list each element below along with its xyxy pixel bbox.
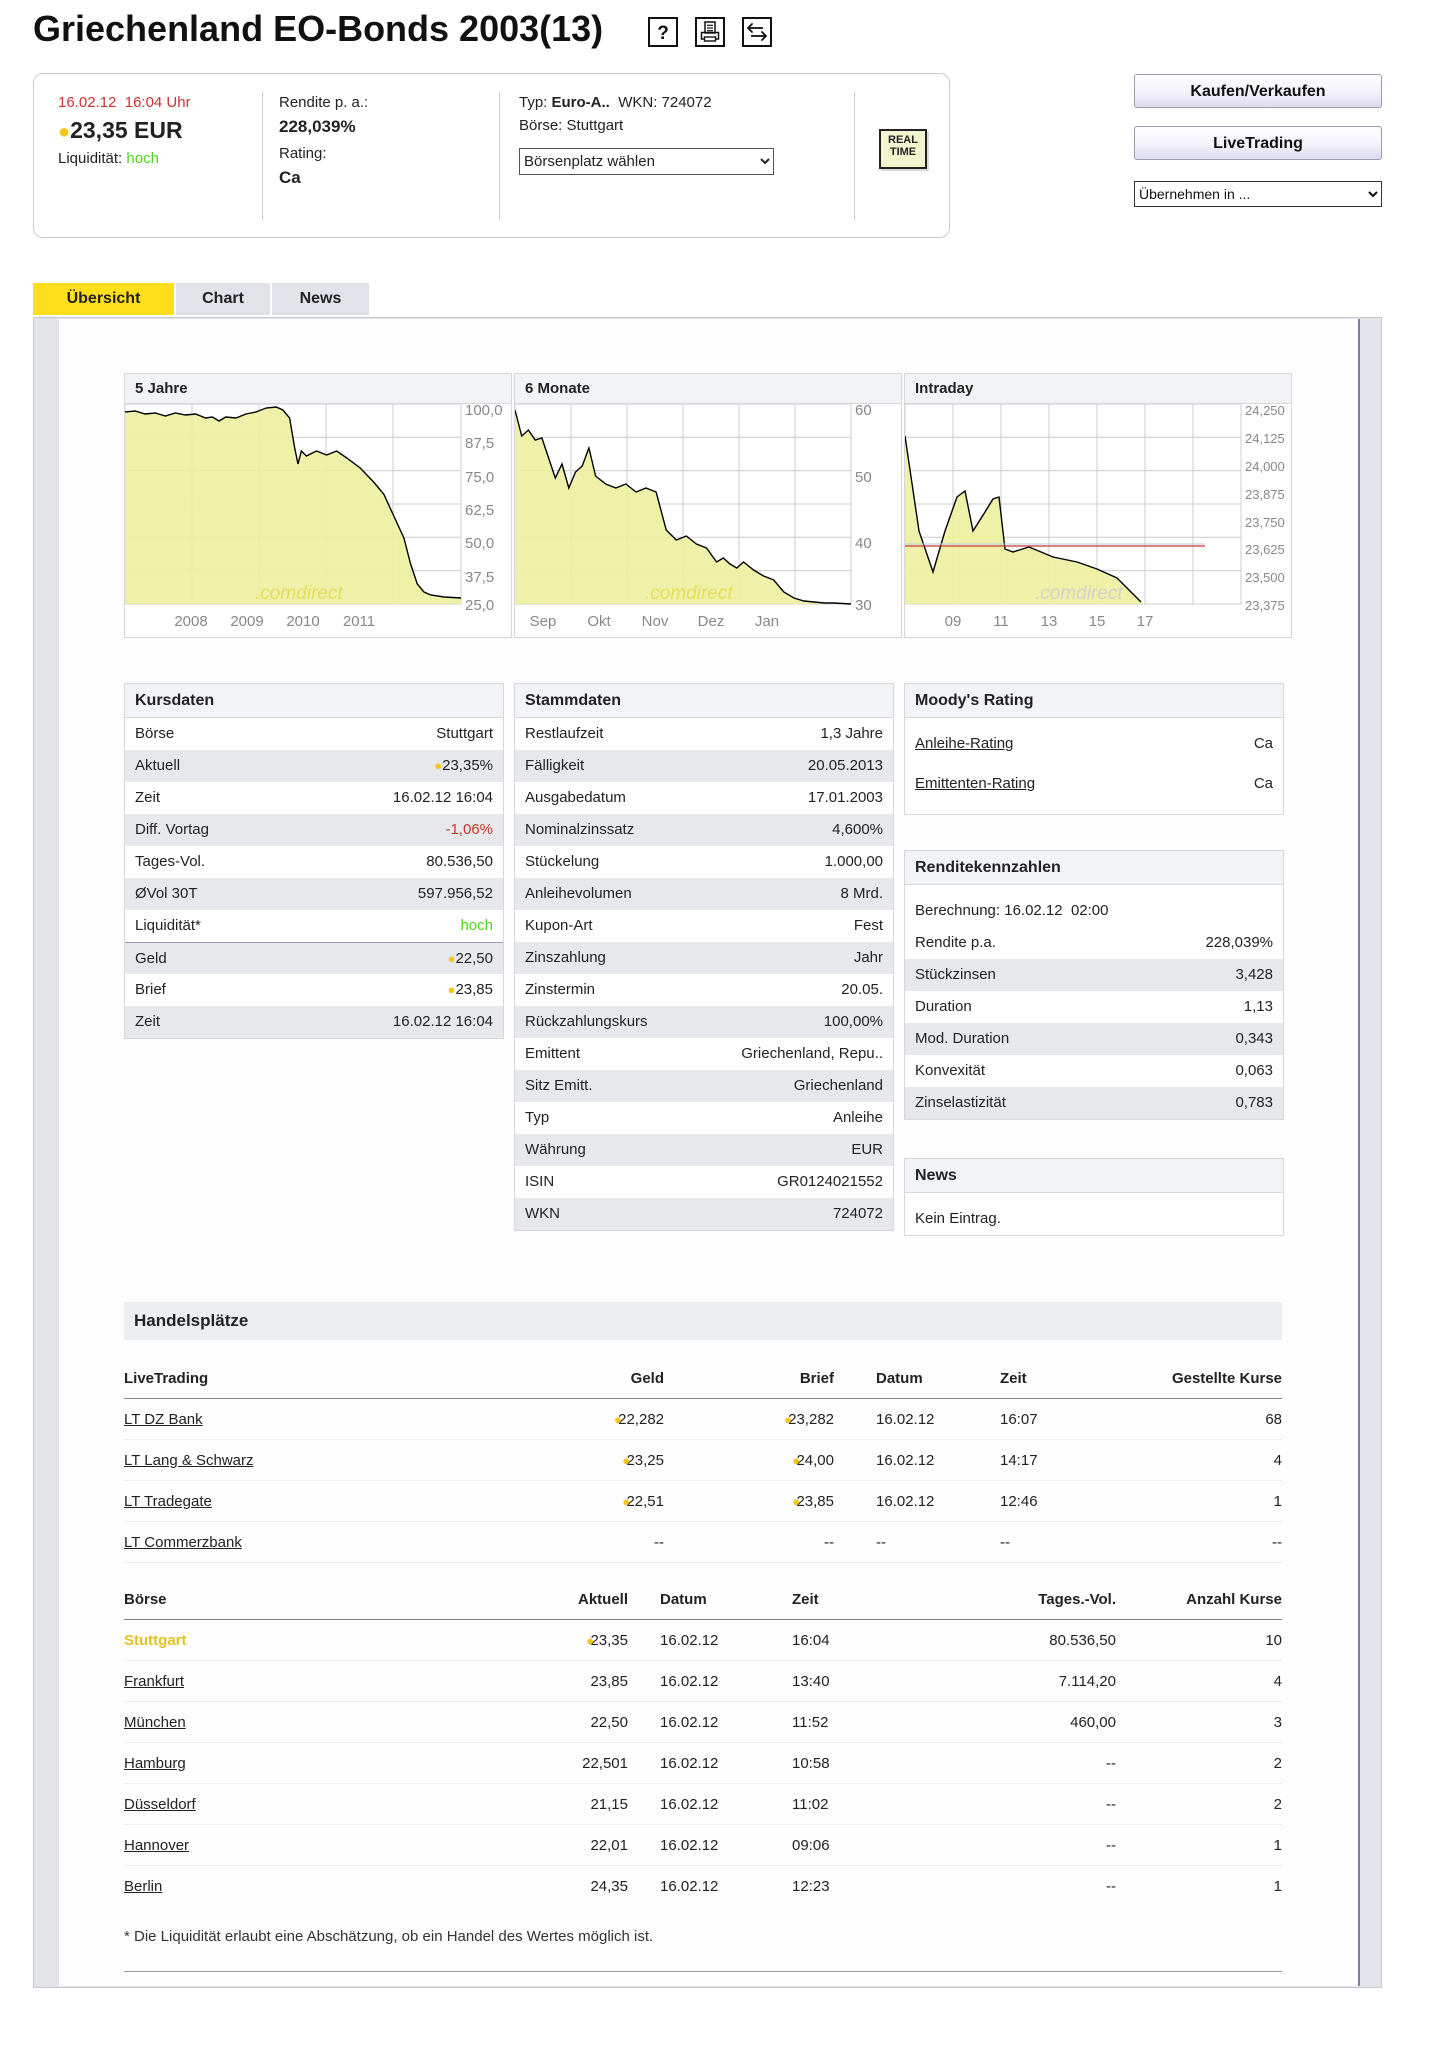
svg-text:24,125: 24,125 bbox=[1245, 431, 1285, 446]
svg-text:24,250: 24,250 bbox=[1245, 404, 1285, 418]
svg-text:40: 40 bbox=[855, 535, 872, 552]
svg-text:2011: 2011 bbox=[343, 613, 375, 630]
svg-text:100,0: 100,0 bbox=[465, 404, 503, 419]
svg-text:Dez: Dez bbox=[698, 613, 725, 630]
svg-text:Nov: Nov bbox=[642, 613, 669, 630]
svg-text:30: 30 bbox=[855, 597, 872, 614]
svg-text:75,0: 75,0 bbox=[465, 469, 494, 486]
svg-text:2008: 2008 bbox=[174, 613, 207, 630]
svg-text:62,5: 62,5 bbox=[465, 502, 494, 519]
svg-text:Okt: Okt bbox=[587, 613, 611, 630]
svg-text:.comdirect: .comdirect bbox=[1035, 583, 1123, 604]
svg-text:2009: 2009 bbox=[230, 613, 263, 630]
svg-text:Sep: Sep bbox=[530, 613, 557, 630]
svg-text:24,000: 24,000 bbox=[1245, 459, 1285, 474]
svg-text:25,0: 25,0 bbox=[465, 597, 494, 614]
svg-text:37,5: 37,5 bbox=[465, 569, 494, 586]
svg-text:23,500: 23,500 bbox=[1245, 570, 1285, 585]
svg-text:23,625: 23,625 bbox=[1245, 542, 1285, 557]
svg-text:2010: 2010 bbox=[286, 613, 319, 630]
svg-text:60: 60 bbox=[855, 404, 872, 419]
svg-text:11: 11 bbox=[993, 613, 1009, 630]
svg-text:.comdirect: .comdirect bbox=[645, 583, 733, 604]
svg-text:50,0: 50,0 bbox=[465, 535, 494, 552]
svg-text:09: 09 bbox=[945, 613, 962, 630]
svg-text:13: 13 bbox=[1041, 613, 1058, 630]
svg-text:23,750: 23,750 bbox=[1245, 515, 1285, 530]
svg-text:.comdirect: .comdirect bbox=[255, 583, 343, 604]
svg-text:17: 17 bbox=[1137, 613, 1154, 630]
svg-text:Jan: Jan bbox=[755, 613, 779, 630]
svg-text:87,5: 87,5 bbox=[465, 435, 494, 452]
svg-text:50: 50 bbox=[855, 469, 872, 486]
svg-text:23,375: 23,375 bbox=[1245, 598, 1285, 613]
svg-text:15: 15 bbox=[1089, 613, 1106, 630]
svg-text:?: ? bbox=[657, 23, 669, 44]
svg-text:23,875: 23,875 bbox=[1245, 487, 1285, 502]
